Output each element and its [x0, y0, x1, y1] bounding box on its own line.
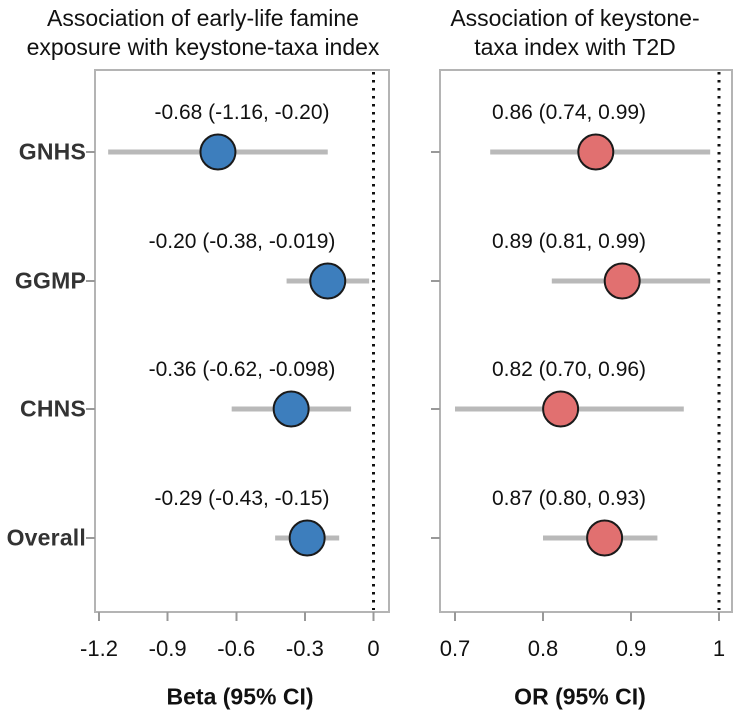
estimate-dot-gnhs: [199, 133, 237, 171]
estimate-label-overall: 0.87 (0.80, 0.93): [491, 487, 647, 510]
right-x-axis-title: OR (95% CI): [514, 683, 646, 710]
left-panel-box: [94, 69, 390, 613]
right-panel-box: [439, 69, 733, 613]
estimate-label-ggmp: -0.20 (-0.38, -0.019): [148, 230, 336, 253]
x-tick-label: -0.3: [285, 636, 324, 661]
x-tick-label: -0.9: [148, 636, 187, 661]
estimate-label-chns: -0.36 (-0.62, -0.098): [148, 358, 336, 381]
x-tick-label: 0.9: [615, 636, 647, 661]
estimate-label-overall: -0.29 (-0.43, -0.15): [154, 487, 330, 510]
estimate-dot-overall: [586, 519, 624, 557]
x-tick-label: 1: [712, 636, 726, 661]
x-tick-label: 0: [367, 636, 380, 661]
estimate-dot-ggmp: [603, 262, 641, 300]
left-panel-title: Association of early-life famine exposur…: [26, 5, 380, 60]
row-label-gnhs: GNHS: [18, 138, 86, 165]
estimate-dot-ggmp: [309, 262, 347, 300]
x-tick-label: 0.7: [439, 636, 471, 661]
estimate-label-gnhs: -0.68 (-1.16, -0.20): [154, 101, 330, 124]
x-tick-label: -0.6: [217, 636, 256, 661]
estimate-label-chns: 0.82 (0.70, 0.96): [491, 358, 647, 381]
estimate-label-gnhs: 0.86 (0.74, 0.99): [491, 101, 647, 124]
left-x-axis-title: Beta (95% CI): [166, 683, 314, 710]
row-label-chns: CHNS: [20, 395, 86, 422]
x-tick-label: 0.8: [527, 636, 559, 661]
row-label-overall: Overall: [6, 524, 86, 551]
estimate-dot-chns: [272, 390, 310, 428]
estimate-dot-overall: [288, 519, 326, 557]
right-panel-title: Association of keystone- taxa index with…: [450, 5, 700, 60]
estimate-label-ggmp: 0.89 (0.81, 0.99): [491, 230, 647, 253]
x-tick-label: -1.2: [80, 636, 118, 661]
estimate-dot-gnhs: [577, 133, 615, 171]
row-label-ggmp: GGMP: [14, 267, 86, 294]
estimate-dot-chns: [542, 390, 580, 428]
